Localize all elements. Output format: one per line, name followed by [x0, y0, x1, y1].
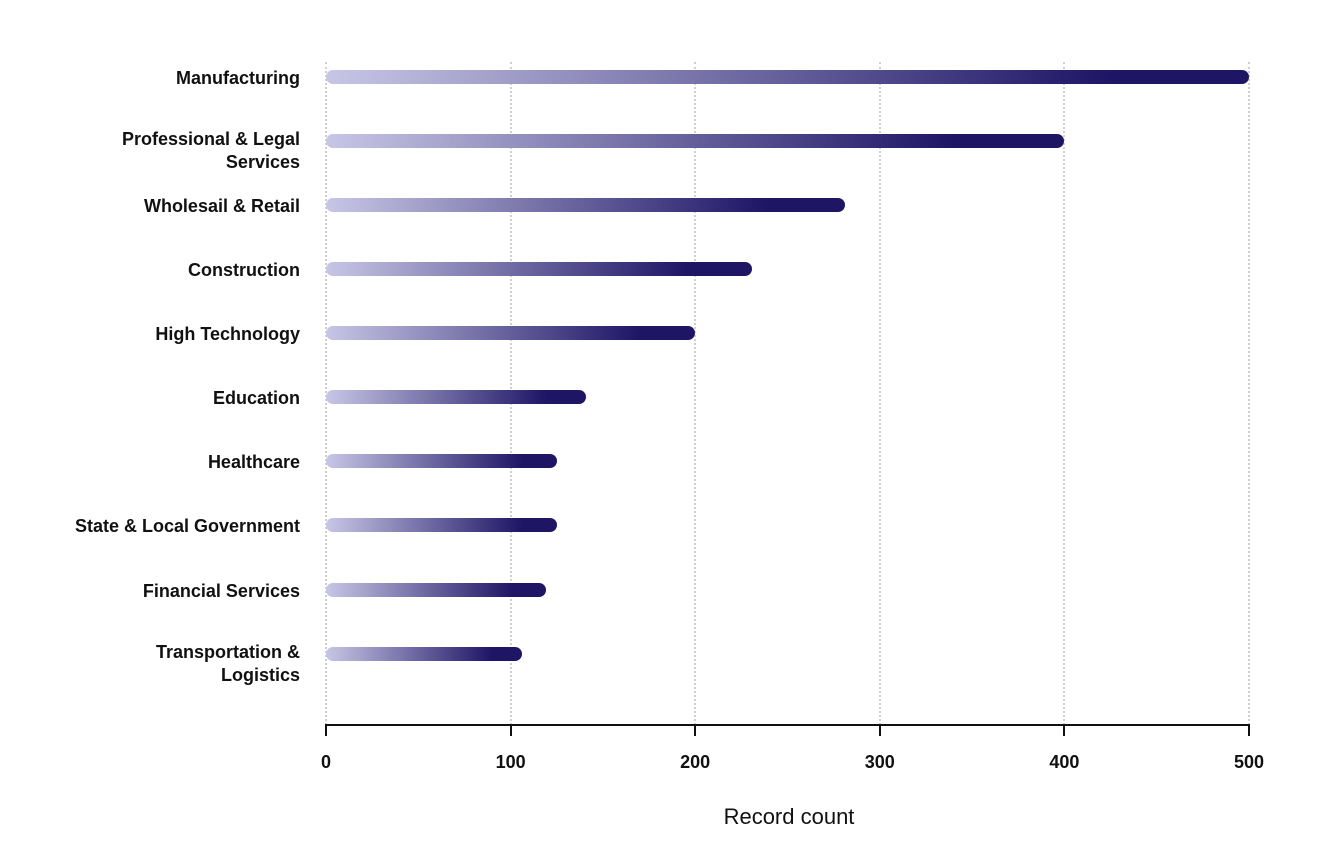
- bar: [326, 583, 546, 597]
- category-label: Transportation & Logistics: [155, 642, 300, 685]
- x-tick-label: 500: [1233, 752, 1265, 772]
- bar: [326, 390, 587, 404]
- bar: [326, 262, 753, 276]
- bar: [326, 454, 557, 468]
- bar: [326, 518, 557, 532]
- x-tick-label: 200: [680, 752, 711, 772]
- bar: [326, 134, 1065, 148]
- x-axis-line: [325, 724, 1250, 726]
- bar: [326, 198, 845, 212]
- x-tick-label: 400: [1049, 752, 1080, 772]
- bar: [326, 326, 696, 340]
- x-tick: [878, 724, 881, 736]
- bar: [326, 647, 522, 661]
- gridline: [1248, 62, 1250, 725]
- category-label: Financial Services: [142, 581, 300, 601]
- x-tick-label: 0: [320, 752, 332, 772]
- x-tick: [694, 724, 697, 736]
- bar: [326, 70, 1249, 84]
- x-tick: [325, 724, 327, 736]
- x-tick: [509, 724, 512, 736]
- x-axis-title: Record count: [723, 804, 855, 829]
- category-label: High Technology: [155, 324, 300, 344]
- x-tick-label: 100: [495, 752, 526, 772]
- category-label: Manufacturing: [176, 68, 300, 88]
- category-label: Wholesail & Retail: [143, 196, 300, 216]
- x-tick: [1248, 724, 1250, 736]
- category-label: State & Local Government: [74, 516, 300, 536]
- x-tick-label: 300: [864, 752, 895, 772]
- category-label: Education: [212, 388, 300, 408]
- x-tick: [1063, 724, 1066, 736]
- gridline: [694, 62, 697, 725]
- category-label: Construction: [188, 260, 300, 280]
- gridline: [878, 62, 881, 725]
- gridline: [1063, 62, 1066, 725]
- category-label: Healthcare: [207, 452, 300, 472]
- category-label: Professional & Legal Services: [121, 129, 300, 172]
